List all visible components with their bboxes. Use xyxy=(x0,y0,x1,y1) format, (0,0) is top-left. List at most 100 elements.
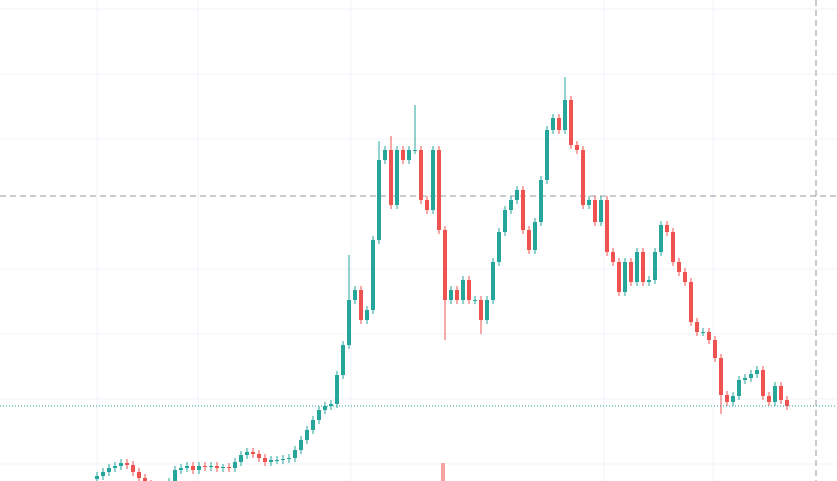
candle-body xyxy=(515,190,519,200)
candle-body xyxy=(359,290,363,320)
candle-body xyxy=(605,200,609,252)
candle-body xyxy=(497,232,501,262)
candle-body xyxy=(737,380,741,396)
candle-body xyxy=(587,200,591,205)
candle-body xyxy=(281,459,285,460)
candle-body xyxy=(617,262,621,292)
candle-body xyxy=(365,310,369,320)
candle-body xyxy=(191,466,195,470)
candle-body xyxy=(263,458,267,462)
candle-body xyxy=(239,455,243,462)
candle-body xyxy=(233,462,237,468)
candle-body xyxy=(107,468,111,472)
candle-body xyxy=(581,150,585,205)
candle-body xyxy=(467,280,471,300)
candle-body xyxy=(635,252,639,282)
candle-body xyxy=(455,290,459,300)
candle-body xyxy=(425,200,429,210)
candle-body xyxy=(185,466,189,468)
candle-body xyxy=(701,332,705,333)
candle-body xyxy=(401,150,405,160)
candle-body xyxy=(665,225,669,232)
candle-body xyxy=(611,252,615,262)
candle-body xyxy=(407,150,411,160)
candle-body xyxy=(491,262,495,300)
candle-body xyxy=(557,118,561,130)
candle-body xyxy=(629,262,633,282)
candle-body xyxy=(731,396,735,402)
candle-body xyxy=(743,378,747,380)
candle-body xyxy=(383,150,387,160)
candle-body xyxy=(713,340,717,358)
candle-body xyxy=(473,300,477,301)
candle-body xyxy=(377,160,381,240)
candle-body xyxy=(347,300,351,345)
candle-body xyxy=(197,466,201,470)
candle-body xyxy=(761,370,765,396)
candle-body xyxy=(563,100,567,130)
candle-body xyxy=(203,466,207,467)
candle-body xyxy=(623,262,627,292)
candle-body xyxy=(371,240,375,310)
candle-body xyxy=(293,450,297,458)
candle-body xyxy=(287,458,291,459)
candle-body xyxy=(689,282,693,322)
candle-body xyxy=(509,200,513,210)
candle-body xyxy=(593,200,597,222)
candle-body xyxy=(143,478,147,481)
candle-body xyxy=(719,358,723,395)
candle-body xyxy=(503,210,507,232)
candle-body xyxy=(683,272,687,282)
candle-body xyxy=(725,395,729,402)
candle-body xyxy=(179,468,183,470)
candle-body xyxy=(413,150,417,151)
candle-body xyxy=(569,100,573,145)
candle-body xyxy=(323,406,327,410)
candle-body xyxy=(269,460,273,462)
candle-body xyxy=(641,252,645,282)
candle-body xyxy=(389,150,393,205)
candle-body xyxy=(461,280,465,300)
candle-body xyxy=(749,374,753,378)
candle-body xyxy=(521,190,525,230)
candle-body xyxy=(137,472,141,478)
candle-body xyxy=(173,470,177,481)
candle-body xyxy=(95,476,99,479)
candle-body xyxy=(677,262,681,272)
candle-body xyxy=(599,200,603,222)
candle-body xyxy=(527,230,531,250)
candle-body xyxy=(299,440,303,450)
candle-body xyxy=(545,130,549,180)
candle-body xyxy=(395,150,399,205)
candle-body xyxy=(311,420,315,430)
candle-body xyxy=(575,145,579,150)
candle-body xyxy=(245,452,249,455)
candle-body xyxy=(773,386,777,402)
candle-body xyxy=(779,386,783,400)
candle-body xyxy=(215,466,219,468)
candle-body xyxy=(275,460,279,461)
volume-bar xyxy=(441,463,445,481)
candle-body xyxy=(113,466,117,468)
candle-body xyxy=(221,467,225,468)
candle-body xyxy=(479,300,483,320)
candle-body xyxy=(437,150,441,230)
candle-body xyxy=(317,410,321,420)
candle-body xyxy=(101,472,105,476)
candle-body xyxy=(227,467,231,468)
candle-body xyxy=(647,280,651,282)
candle-body xyxy=(443,230,447,300)
candle-body xyxy=(431,150,435,210)
candle-body xyxy=(707,332,711,340)
candle-body xyxy=(449,290,453,300)
candle-body xyxy=(353,290,357,300)
candle-body xyxy=(305,430,309,440)
candle-body xyxy=(485,300,489,320)
candle-body xyxy=(755,370,759,374)
candle-body xyxy=(653,252,657,280)
candle-body xyxy=(131,465,135,472)
candle-body xyxy=(767,396,771,402)
candle-body xyxy=(119,463,123,466)
